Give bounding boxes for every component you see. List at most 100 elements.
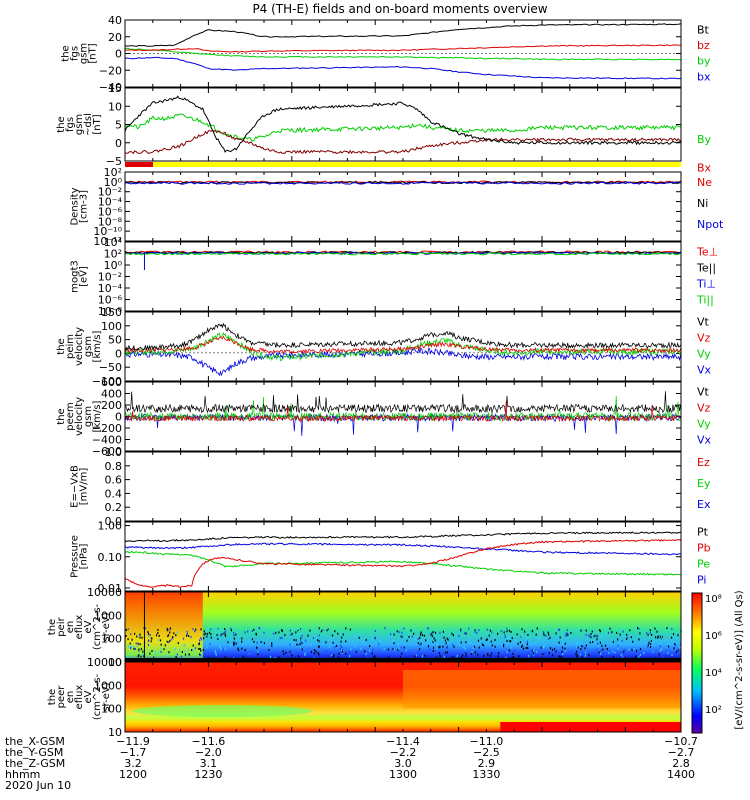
series-By bbox=[124, 113, 682, 142]
heatmap-cell bbox=[392, 640, 395, 643]
heatmap-cell bbox=[209, 643, 211, 645]
heatmap-cell bbox=[659, 645, 661, 648]
heatmap-cell bbox=[545, 634, 547, 637]
heatmap-cell bbox=[176, 656, 178, 659]
heatmap-cell bbox=[345, 640, 347, 643]
heatmap-cell bbox=[647, 645, 649, 648]
xaxis-value: −2.0 bbox=[195, 746, 222, 759]
heatmap-cell bbox=[224, 633, 226, 636]
ylabel-text: eflux bbox=[74, 615, 85, 640]
heatmap-cell bbox=[224, 656, 226, 659]
heatmap-cell bbox=[638, 627, 640, 630]
heatmap-cell bbox=[282, 650, 284, 653]
legend-pi: Pi bbox=[697, 574, 706, 587]
heatmap-cell bbox=[523, 654, 525, 657]
heatmap-cell bbox=[341, 650, 343, 653]
heatmap-cell bbox=[596, 648, 598, 651]
heatmap-cell bbox=[283, 652, 285, 655]
heatmap-cell bbox=[400, 635, 402, 638]
series-Pt bbox=[124, 531, 682, 543]
xaxis-row-label: hhmm bbox=[5, 768, 40, 781]
heatmap-cell bbox=[139, 636, 141, 639]
heatmap-cell bbox=[536, 627, 538, 630]
heatmap-cell bbox=[501, 653, 503, 656]
heatmap-cell bbox=[552, 654, 554, 657]
xaxis-value: −2.7 bbox=[668, 746, 695, 759]
heatmap-cell bbox=[561, 646, 564, 649]
heatmap-cell bbox=[179, 649, 181, 652]
heatmap-cell bbox=[560, 655, 562, 658]
heatmap-cell bbox=[617, 644, 619, 647]
heatmap-cell bbox=[313, 649, 316, 652]
heatmap-cell bbox=[241, 640, 243, 643]
ytick-label: 0.4 bbox=[105, 487, 123, 500]
heatmap-cell bbox=[400, 628, 402, 631]
xaxis-value: 1200 bbox=[119, 768, 147, 781]
heatmap-cell bbox=[200, 637, 202, 639]
heatmap-cell bbox=[453, 656, 455, 659]
heatmap-cell bbox=[217, 638, 219, 641]
heatmap-cell bbox=[534, 642, 537, 644]
heatmap-cell bbox=[646, 632, 648, 635]
heatmap-cell bbox=[139, 643, 141, 646]
heatmap-cell bbox=[658, 653, 660, 656]
legend-vt: Vt bbox=[697, 316, 710, 329]
heatmap-cell bbox=[464, 632, 466, 635]
heatmap-cell bbox=[508, 629, 511, 632]
heatmap-cell bbox=[582, 630, 584, 633]
heatmap-cell bbox=[438, 646, 440, 649]
heatmap-cell bbox=[405, 649, 407, 652]
heatmap-cell bbox=[452, 634, 454, 637]
heatmap-cell bbox=[230, 627, 232, 630]
heatmap-cell bbox=[460, 628, 462, 631]
ytick-label: 600 bbox=[101, 376, 122, 389]
heatmap-cell bbox=[548, 637, 550, 640]
heatmap-cell bbox=[580, 629, 582, 632]
ylabel-text: [cm-3] bbox=[79, 190, 90, 223]
xaxis-value: −2.2 bbox=[390, 746, 417, 759]
heatmap-cell bbox=[391, 631, 393, 633]
ytick-label: 10⁻¹⁰ bbox=[93, 225, 122, 238]
heatmap-cell bbox=[584, 647, 586, 650]
heatmap-cell bbox=[364, 650, 366, 653]
heatmap-cell bbox=[317, 652, 319, 655]
heatmap-cell bbox=[460, 630, 462, 633]
heatmap-cell bbox=[131, 638, 133, 641]
heatmap-cell bbox=[445, 651, 447, 654]
heatmap-cell bbox=[147, 640, 149, 643]
heatmap-cell bbox=[184, 653, 187, 656]
heatmap-cell bbox=[510, 646, 512, 649]
heatmap-cell bbox=[215, 652, 217, 655]
heatmap-cell bbox=[263, 631, 265, 634]
ytick-label: 0.0 bbox=[105, 515, 123, 528]
heatmap-cell bbox=[451, 632, 453, 635]
heatmap-cell bbox=[169, 627, 172, 630]
heatmap-cell bbox=[585, 651, 587, 654]
heatmap-cell bbox=[160, 647, 162, 650]
heatmap-cell bbox=[129, 642, 131, 645]
heatmap-cell bbox=[127, 644, 129, 647]
xaxis-row-label: 2020 Jun 10 bbox=[5, 779, 71, 792]
heatmap-cell bbox=[133, 647, 135, 650]
heatmap-cell bbox=[456, 628, 458, 631]
heatmap-cell bbox=[521, 628, 523, 631]
legend-vy: Vy bbox=[697, 348, 711, 361]
legend-ex: Ex bbox=[697, 498, 711, 511]
heatmap-cell bbox=[562, 653, 564, 656]
heatmap-cell bbox=[597, 642, 599, 645]
ytick-label: 10⁻⁴ bbox=[98, 196, 123, 209]
heatmap-cell bbox=[489, 654, 492, 657]
heatmap-cell bbox=[168, 651, 170, 654]
heatmap-cell bbox=[465, 654, 467, 657]
heatmap-cell bbox=[635, 655, 637, 658]
colorbar-gradient bbox=[691, 592, 703, 734]
heatmap-cell bbox=[644, 628, 646, 631]
ytick-label: 10⁻⁶ bbox=[98, 205, 123, 218]
heatmap-cell bbox=[192, 628, 194, 631]
heatmap-cell bbox=[142, 653, 144, 656]
heatmap-cell bbox=[485, 632, 487, 635]
heatmap-cell bbox=[210, 636, 212, 639]
heatmap-cell bbox=[268, 629, 270, 632]
heatmap-cell bbox=[419, 648, 421, 651]
